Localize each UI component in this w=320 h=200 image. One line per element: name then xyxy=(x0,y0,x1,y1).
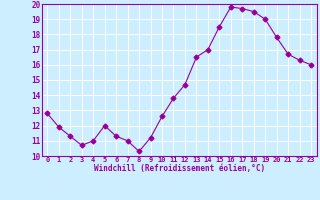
X-axis label: Windchill (Refroidissement éolien,°C): Windchill (Refroidissement éolien,°C) xyxy=(94,164,265,173)
